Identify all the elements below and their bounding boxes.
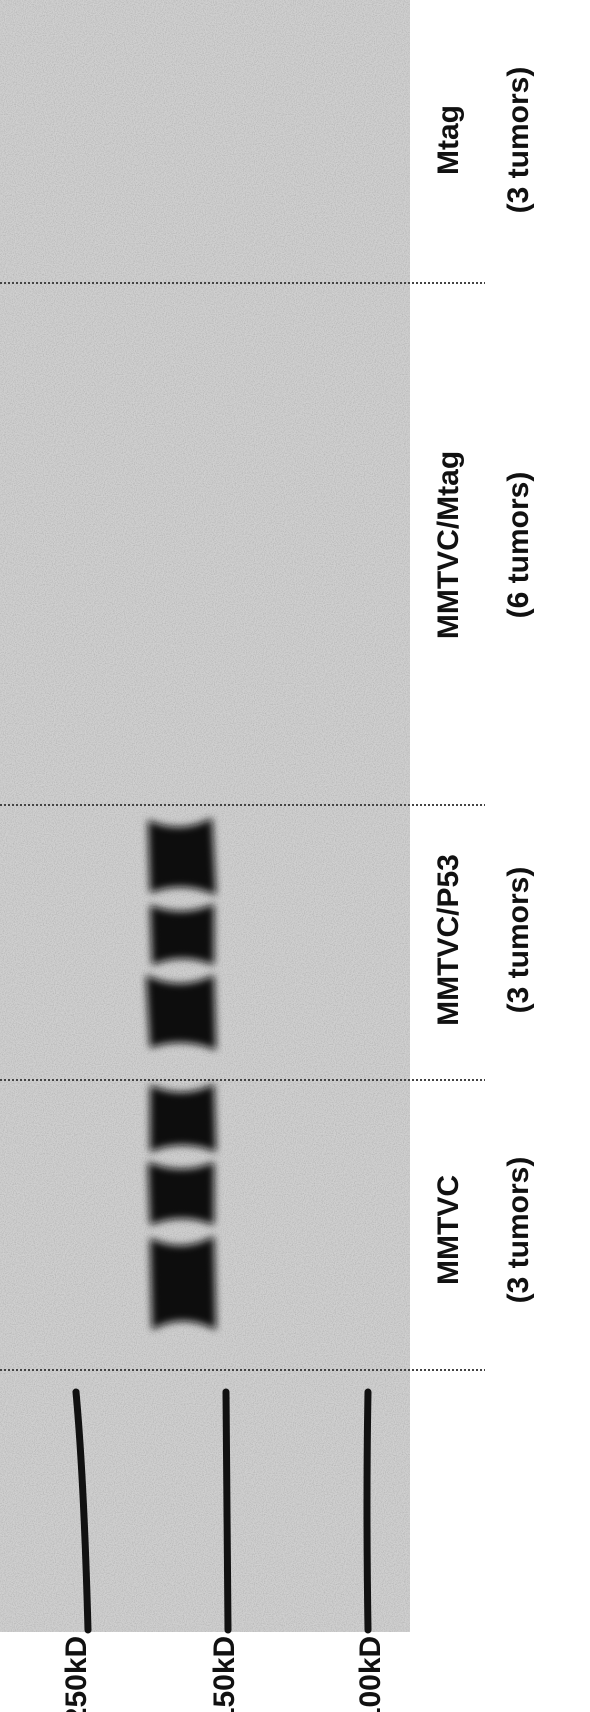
- lane-count: (3 tumors): [502, 1157, 535, 1304]
- gel: [0, 0, 410, 1632]
- lane-label: MMTVC/P53: [432, 854, 465, 1026]
- marker-label: 250kD: [60, 1636, 93, 1712]
- lane-label: MMTVC: [432, 1175, 465, 1285]
- lane-count: (3 tumors): [502, 867, 535, 1014]
- lane-count: (6 tumors): [502, 472, 535, 619]
- marker-label: 150kD: [208, 1636, 241, 1712]
- lane-label: Mtag: [432, 105, 465, 175]
- lane-count: (3 tumors): [502, 67, 535, 214]
- lane-label: MMTVC/Mtag: [432, 451, 465, 639]
- marker-label: 100kD: [354, 1636, 387, 1712]
- blot-figure: Mtag (3 tumors) MMTVC/Mtag (6 tumors) MMTVC/…: [0, 0, 590, 1712]
